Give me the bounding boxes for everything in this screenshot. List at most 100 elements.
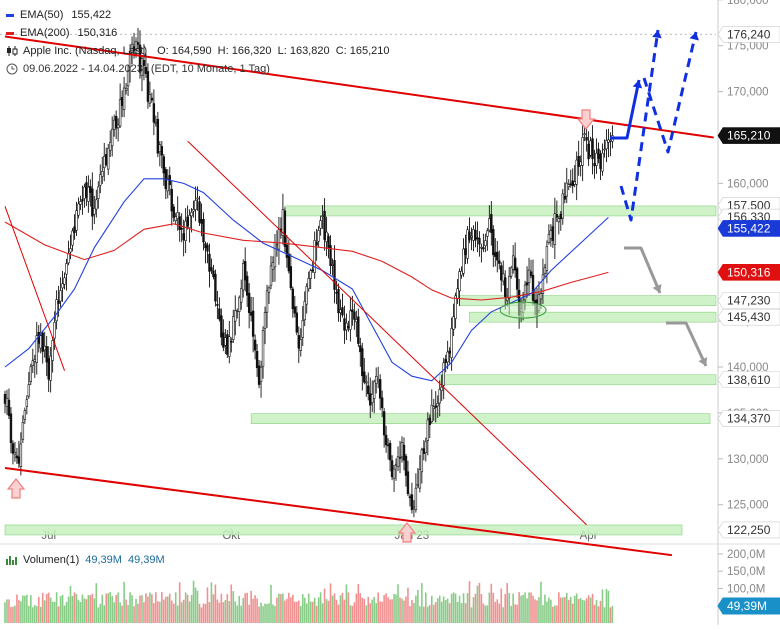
candle-body xyxy=(305,285,308,305)
arrow-up-dashed-1-head xyxy=(652,30,662,39)
volume-bar xyxy=(349,605,352,623)
candle-body xyxy=(134,41,138,55)
price-tag xyxy=(717,26,780,43)
candle-body xyxy=(136,42,140,45)
volume-bar xyxy=(260,602,262,623)
volume-bar xyxy=(47,592,50,623)
candle-body xyxy=(452,316,455,330)
candle-body xyxy=(35,335,38,363)
candle-body xyxy=(15,455,19,459)
candle-body xyxy=(496,251,499,261)
candle-body xyxy=(509,267,513,277)
volume-bar xyxy=(99,603,102,623)
candle-body xyxy=(597,148,600,159)
candle-body xyxy=(19,443,23,467)
volume-bar xyxy=(333,593,336,623)
candle-body xyxy=(59,290,62,302)
volume-bar xyxy=(361,597,364,623)
volume-bar xyxy=(540,581,542,623)
candle-body xyxy=(589,140,592,156)
volume-bar xyxy=(188,601,191,623)
volume-bar xyxy=(305,603,308,623)
candle-body xyxy=(474,230,477,241)
volume-bar xyxy=(524,592,526,623)
candle-body xyxy=(547,234,551,244)
volume-bar xyxy=(508,592,510,623)
sell-marker-arrow xyxy=(576,109,596,130)
volume-bar xyxy=(558,592,560,623)
candle-body xyxy=(128,50,132,68)
volume-bar xyxy=(153,602,155,623)
price-tag xyxy=(717,371,780,389)
volume-bar xyxy=(127,604,129,623)
candle-body xyxy=(218,308,221,320)
candle-body xyxy=(25,399,29,407)
volume-bar xyxy=(299,606,302,623)
trendline xyxy=(187,140,587,526)
volume-bar xyxy=(224,600,227,623)
volume-bar xyxy=(65,602,68,623)
candle-body xyxy=(329,245,332,266)
volume-bar xyxy=(301,594,304,623)
volume-bar xyxy=(319,592,322,623)
candle-body xyxy=(531,274,535,301)
candle-body xyxy=(513,257,517,271)
candle-body xyxy=(595,152,598,166)
volume-current-label: 49,39M xyxy=(727,599,767,613)
candle-body xyxy=(295,312,298,333)
volume-bar xyxy=(504,594,507,623)
volume-tick-label: 200,0M xyxy=(727,549,765,561)
period-range: 09.06.2022 - 14.04.2023 xyxy=(23,63,143,75)
volume-bar xyxy=(417,589,419,623)
volume-bar xyxy=(488,592,491,623)
candle-body xyxy=(494,252,497,257)
volume-bar xyxy=(141,595,143,623)
candle-body xyxy=(545,246,549,271)
candle-body xyxy=(492,229,495,256)
candle-body xyxy=(269,265,273,286)
candle-body xyxy=(47,358,50,380)
volume-bar xyxy=(419,606,421,623)
candle-body xyxy=(109,142,112,151)
volume-bar xyxy=(425,592,427,623)
price-tag-label: 122,250 xyxy=(727,523,771,537)
candle-body xyxy=(99,174,102,186)
volume-bar xyxy=(365,605,368,623)
volume-bar xyxy=(135,598,137,623)
volume-bar xyxy=(595,599,598,623)
volume-bar xyxy=(556,605,558,623)
volume-bar xyxy=(490,583,493,623)
volume-bar xyxy=(20,601,22,623)
volume-bar xyxy=(421,583,423,623)
candle-body xyxy=(402,444,406,461)
candle-body xyxy=(343,318,346,331)
volume-bar xyxy=(440,601,443,623)
volume-bar xyxy=(369,603,372,623)
candle-body xyxy=(122,87,126,110)
volume-bar xyxy=(492,592,495,623)
volume-bar xyxy=(399,597,401,623)
arrow-up-solid-head xyxy=(632,80,643,89)
candle-body xyxy=(498,260,501,264)
volume-bar xyxy=(28,605,30,623)
candle-body xyxy=(146,71,150,102)
candle-body xyxy=(525,282,529,286)
volume-bar xyxy=(536,600,538,623)
candle-body xyxy=(180,228,183,230)
volume-bar xyxy=(69,585,72,623)
volume-bar xyxy=(220,593,223,623)
volume-bar xyxy=(266,603,268,623)
volume-bar xyxy=(151,594,153,623)
volume-bar xyxy=(157,601,159,623)
candle-body xyxy=(371,394,374,403)
volume-bar xyxy=(587,595,590,623)
volume-bar xyxy=(133,606,135,623)
volume-bar xyxy=(464,603,467,623)
price-tag-label: 134,370 xyxy=(727,412,771,426)
legend-instrument: Apple Inc. (Nasdaq, Last) O: 164,590 H: … xyxy=(6,42,390,60)
candle-body xyxy=(529,271,533,276)
candle-body xyxy=(454,295,457,319)
candle-body xyxy=(466,229,469,259)
volume-bar xyxy=(373,597,376,623)
ema-cross-highlight xyxy=(499,301,547,319)
